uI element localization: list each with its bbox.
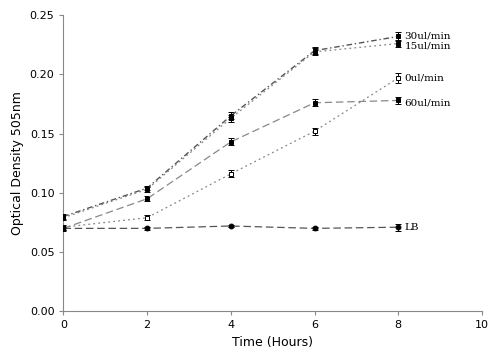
Y-axis label: Optical Density 505nm: Optical Density 505nm — [11, 91, 24, 235]
Text: 0ul/min: 0ul/min — [404, 73, 444, 82]
X-axis label: Time (Hours): Time (Hours) — [232, 336, 313, 349]
Text: LB: LB — [404, 223, 419, 232]
Text: 30ul/min: 30ul/min — [404, 32, 451, 41]
Text: 60ul/min: 60ul/min — [404, 98, 451, 107]
Text: 15ul/min: 15ul/min — [404, 41, 451, 50]
